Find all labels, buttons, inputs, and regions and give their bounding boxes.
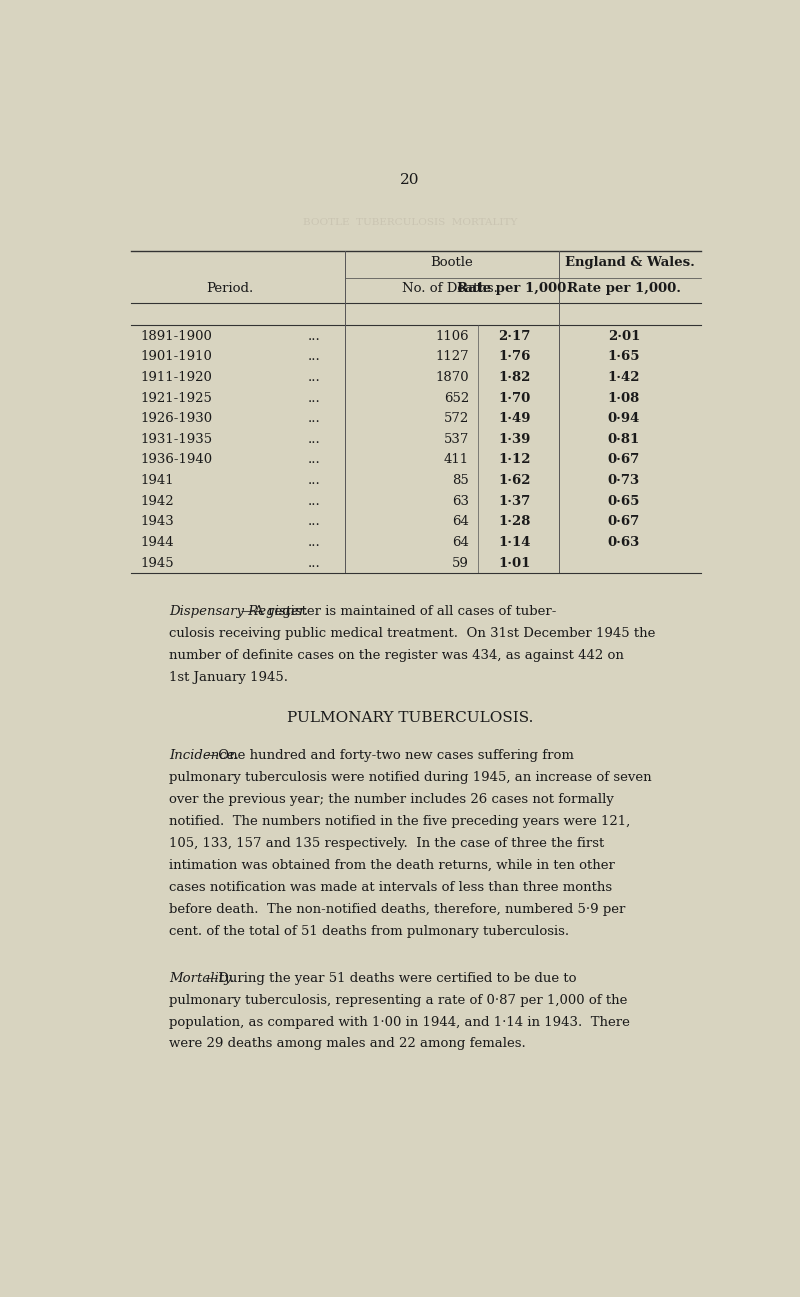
Text: 1·01: 1·01 [498, 556, 530, 569]
Text: 64: 64 [452, 515, 469, 528]
Text: 59: 59 [452, 556, 469, 569]
Text: BOOTLE  TUBERCULOSIS  MORTALITY: BOOTLE TUBERCULOSIS MORTALITY [303, 218, 517, 227]
Text: 1·39: 1·39 [498, 433, 530, 446]
Text: 1945: 1945 [140, 556, 174, 569]
Text: —A register is maintained of all cases of tuber-: —A register is maintained of all cases o… [241, 606, 556, 619]
Text: 1911-1920: 1911-1920 [140, 371, 212, 384]
Text: 1106: 1106 [435, 329, 469, 342]
Text: 1st January 1945.: 1st January 1945. [169, 671, 288, 684]
Text: ...: ... [307, 475, 320, 488]
Text: 1941: 1941 [140, 475, 174, 488]
Text: 1926-1930: 1926-1930 [140, 412, 213, 425]
Text: 1·12: 1·12 [498, 454, 530, 467]
Text: 20: 20 [400, 173, 420, 187]
Text: PULMONARY TUBERCULOSIS.: PULMONARY TUBERCULOSIS. [287, 711, 533, 725]
Text: population, as compared with 1·00 in 1944, and 1·14 in 1943.  There: population, as compared with 1·00 in 194… [169, 1016, 630, 1029]
Text: before death.  The non-notified deaths, therefore, numbered 5·9 per: before death. The non-notified deaths, t… [169, 903, 625, 916]
Text: 572: 572 [444, 412, 469, 425]
Text: 1·14: 1·14 [498, 536, 530, 549]
Text: 1127: 1127 [435, 350, 469, 363]
Text: ...: ... [307, 494, 320, 507]
Text: pulmonary tuberculosis were notified during 1945, an increase of seven: pulmonary tuberculosis were notified dur… [169, 770, 651, 783]
Text: England & Wales.: England & Wales. [565, 256, 695, 268]
Text: 0·67: 0·67 [608, 454, 640, 467]
Text: culosis receiving public medical treatment.  On 31st December 1945 the: culosis receiving public medical treatme… [169, 626, 655, 639]
Text: 1·42: 1·42 [608, 371, 640, 384]
Text: cases notification was made at intervals of less than three months: cases notification was made at intervals… [169, 881, 612, 894]
Text: Incidence.: Incidence. [169, 748, 238, 761]
Text: 2·17: 2·17 [498, 329, 530, 342]
Text: ...: ... [307, 515, 320, 528]
Text: 1·37: 1·37 [498, 494, 530, 507]
Text: ...: ... [307, 556, 320, 569]
Text: 1·70: 1·70 [498, 392, 530, 405]
Text: 1944: 1944 [140, 536, 174, 549]
Text: 411: 411 [444, 454, 469, 467]
Text: ...: ... [307, 392, 320, 405]
Text: Rate per 1,000.: Rate per 1,000. [567, 283, 681, 296]
Text: Mortality.: Mortality. [169, 971, 234, 984]
Text: cent. of the total of 51 deaths from pulmonary tuberculosis.: cent. of the total of 51 deaths from pul… [169, 925, 569, 938]
Text: pulmonary tuberculosis, representing a rate of 0·87 per 1,000 of the: pulmonary tuberculosis, representing a r… [169, 994, 627, 1006]
Text: were 29 deaths among males and 22 among females.: were 29 deaths among males and 22 among … [169, 1038, 526, 1051]
Text: 0·65: 0·65 [608, 494, 640, 507]
Text: 63: 63 [452, 494, 469, 507]
Text: ...: ... [307, 329, 320, 342]
Text: Rate per 1,000.: Rate per 1,000. [457, 283, 571, 296]
Text: 0·81: 0·81 [608, 433, 640, 446]
Text: 1943: 1943 [140, 515, 174, 528]
Text: 1·82: 1·82 [498, 371, 530, 384]
Text: 105, 133, 157 and 135 respectively.  In the case of three the first: 105, 133, 157 and 135 respectively. In t… [169, 837, 604, 850]
Text: Bootle: Bootle [430, 256, 474, 268]
Text: intimation was obtained from the death returns, while in ten other: intimation was obtained from the death r… [169, 859, 614, 872]
Text: 1901-1910: 1901-1910 [140, 350, 212, 363]
Text: 0·63: 0·63 [608, 536, 640, 549]
Text: 1·28: 1·28 [498, 515, 530, 528]
Text: Period.: Period. [206, 283, 254, 296]
Text: ...: ... [307, 536, 320, 549]
Text: 1·76: 1·76 [498, 350, 530, 363]
Text: ...: ... [307, 454, 320, 467]
Text: ...: ... [307, 412, 320, 425]
Text: 0·67: 0·67 [608, 515, 640, 528]
Text: Dispensary Register.: Dispensary Register. [169, 606, 308, 619]
Text: ...: ... [307, 350, 320, 363]
Text: number of definite cases on the register was 434, as against 442 on: number of definite cases on the register… [169, 648, 624, 661]
Text: ...: ... [307, 433, 320, 446]
Text: 1936-1940: 1936-1940 [140, 454, 213, 467]
Text: 1·65: 1·65 [608, 350, 640, 363]
Text: 85: 85 [452, 475, 469, 488]
Text: 1·49: 1·49 [498, 412, 530, 425]
Text: —One hundred and forty-two new cases suffering from: —One hundred and forty-two new cases suf… [205, 748, 574, 761]
Text: 0·73: 0·73 [608, 475, 640, 488]
Text: 537: 537 [443, 433, 469, 446]
Text: 1891-1900: 1891-1900 [140, 329, 212, 342]
Text: 1942: 1942 [140, 494, 174, 507]
Text: 1921-1925: 1921-1925 [140, 392, 212, 405]
Text: 2·01: 2·01 [608, 329, 640, 342]
Text: No. of Deaths.: No. of Deaths. [402, 283, 498, 296]
Text: notified.  The numbers notified in the five preceding years were 121,: notified. The numbers notified in the fi… [169, 815, 630, 827]
Text: 0·94: 0·94 [608, 412, 640, 425]
Text: over the previous year; the number includes 26 cases not formally: over the previous year; the number inclu… [169, 792, 614, 805]
Text: ...: ... [307, 371, 320, 384]
Text: 1·62: 1·62 [498, 475, 530, 488]
Text: 1931-1935: 1931-1935 [140, 433, 213, 446]
Text: 1·08: 1·08 [608, 392, 640, 405]
Text: 652: 652 [444, 392, 469, 405]
Text: 64: 64 [452, 536, 469, 549]
Text: 1870: 1870 [435, 371, 469, 384]
Text: —During the year 51 deaths were certified to be due to: —During the year 51 deaths were certifie… [205, 971, 576, 984]
